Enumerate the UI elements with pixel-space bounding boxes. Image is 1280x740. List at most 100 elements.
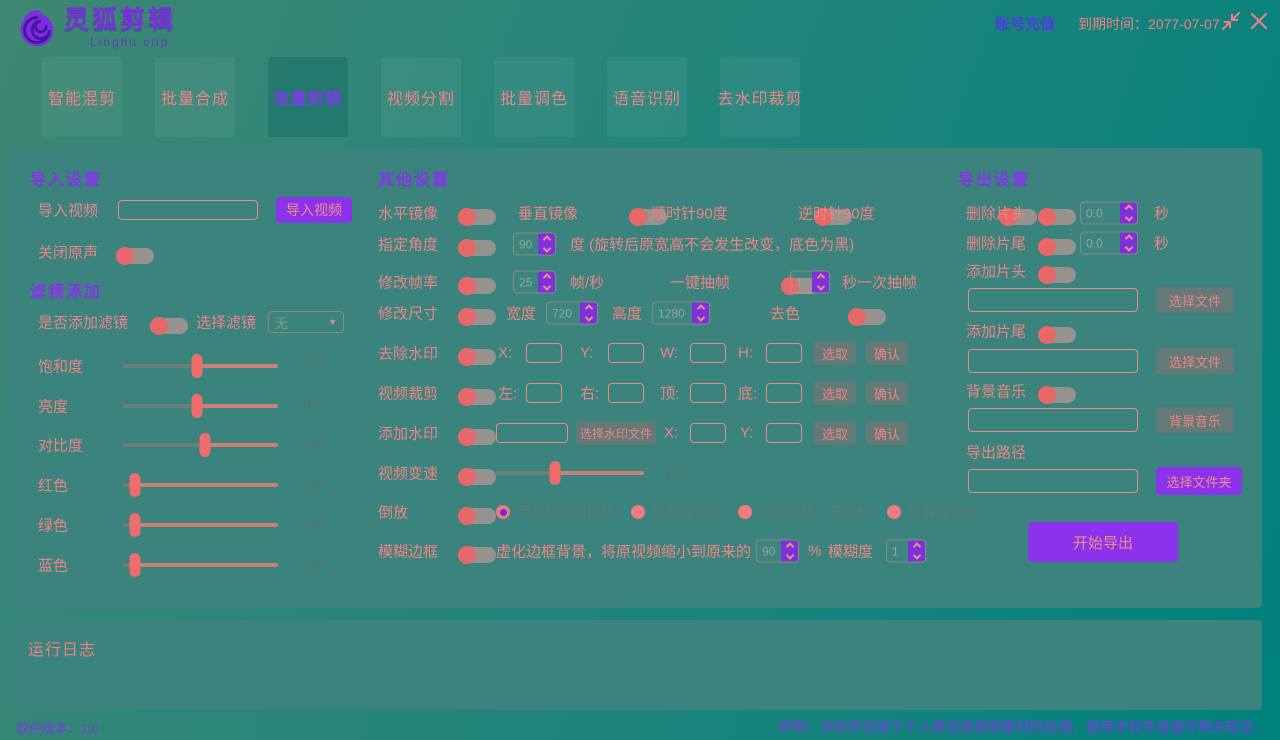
blue-slider[interactable] <box>123 553 278 577</box>
bgm-toggle[interactable] <box>1038 386 1076 404</box>
tab-batch-edit[interactable]: 批量剪辑 <box>268 57 348 137</box>
tab-smart-mix[interactable]: 智能混剪 <box>42 57 122 137</box>
angle-toggle[interactable] <box>458 239 496 257</box>
height-spinner[interactable]: 1280 <box>652 301 710 325</box>
export-path-input[interactable] <box>968 469 1138 493</box>
import-video-label: 导入视频 <box>38 202 99 220</box>
add-tail-choose-file-button[interactable]: 选择文件 <box>1156 348 1234 374</box>
add-head-toggle[interactable] <box>1038 266 1076 284</box>
add-wm-file-input[interactable] <box>496 423 568 443</box>
green-slider[interactable] <box>123 513 278 537</box>
remove-wm-x-input[interactable] <box>526 343 562 363</box>
add-tail-toggle[interactable] <box>1038 326 1076 344</box>
add-wm-y-input[interactable] <box>766 423 802 443</box>
spinner-arrows-icon[interactable] <box>580 302 597 324</box>
fps-spinner[interactable]: 25 <box>513 270 556 294</box>
start-export-button[interactable]: 开始导出 <box>1028 522 1178 562</box>
blur-level-spinner[interactable]: 1 <box>886 539 926 563</box>
spinner-arrows-icon[interactable] <box>692 302 709 324</box>
reverse-option-video-no-audio[interactable]: 视频倒放，无音频 <box>738 502 871 522</box>
resize-label: 修改尺寸 <box>378 305 439 323</box>
account-recharge-link[interactable]: 账号充值 <box>995 16 1056 33</box>
mute-toggle[interactable] <box>116 247 154 265</box>
rotate-cw-toggle[interactable] <box>814 208 852 226</box>
crop-left-input[interactable] <box>526 383 562 403</box>
width-spinner[interactable]: 720 <box>546 301 598 325</box>
import-video-button[interactable]: 导入视频 <box>276 197 352 223</box>
speed-toggle[interactable] <box>458 468 496 486</box>
tab-batch-color[interactable]: 批量调色 <box>494 57 574 137</box>
radio-icon[interactable] <box>631 505 645 519</box>
trim-tail-spinner[interactable]: 0.0 <box>1080 231 1138 255</box>
import-video-input[interactable] <box>118 200 258 220</box>
spinner-arrows-icon[interactable] <box>1120 202 1137 224</box>
remove-wm-pick-button[interactable]: 选取 <box>814 341 856 365</box>
blur-border-toggle[interactable] <box>458 546 496 564</box>
spinner-arrows-icon[interactable] <box>538 233 555 255</box>
remove-wm-y-input[interactable] <box>608 343 644 363</box>
choose-folder-button[interactable]: 选择文件夹 <box>1156 467 1242 495</box>
contrast-slider[interactable] <box>123 433 278 457</box>
rotate-ccw-toggle[interactable] <box>999 208 1037 226</box>
crop-toggle[interactable] <box>458 388 496 406</box>
add-wm-choose-file-button[interactable]: 选择水印文件 <box>576 421 656 445</box>
add-tail-label: 添加片尾 <box>966 323 1027 341</box>
saturation-slider[interactable] <box>123 354 278 378</box>
app-logo-icon <box>20 10 54 47</box>
reverse-option-video-only[interactable]: 仅视频倒放 <box>631 502 722 522</box>
bgm-choose-button[interactable]: 背景音乐 <box>1156 407 1234 433</box>
remove-wm-confirm-button[interactable]: 确认 <box>866 341 908 365</box>
remove-wm-h-input[interactable] <box>766 343 802 363</box>
reverse-option-av[interactable]: 音视频同时倒放 <box>496 502 615 522</box>
spinner-arrows-icon[interactable] <box>1120 232 1137 254</box>
trim-head-toggle[interactable] <box>1038 208 1076 226</box>
spinner-arrows-icon[interactable] <box>781 540 798 562</box>
grayscale-toggle[interactable] <box>848 308 886 326</box>
angle-spinner[interactable]: 90 <box>513 232 556 256</box>
close-icon[interactable] <box>1248 10 1270 32</box>
add-head-file-input[interactable] <box>968 288 1138 312</box>
export-path-row: 导出路径 <box>958 440 1258 464</box>
tab-speech-recognition[interactable]: 语音识别 <box>607 57 687 137</box>
radio-icon[interactable] <box>887 505 901 519</box>
resize-toggle[interactable] <box>458 308 496 326</box>
crop-top-input[interactable] <box>690 383 726 403</box>
crop-confirm-button[interactable]: 确认 <box>866 381 908 405</box>
mirror-v-toggle[interactable] <box>629 208 667 226</box>
blur-scale-spinner[interactable]: 90 <box>756 539 799 563</box>
add-wm-pick-button[interactable]: 选取 <box>814 421 856 445</box>
add-head-choose-file-button[interactable]: 选择文件 <box>1156 287 1234 313</box>
filter-select-dropdown[interactable]: 无 ▼ <box>268 311 344 333</box>
remove-wm-w-input[interactable] <box>690 343 726 363</box>
radio-selected-icon[interactable] <box>496 505 510 519</box>
reverse-option-audio-only[interactable]: 仅音频倒放 <box>887 502 978 522</box>
radio-icon[interactable] <box>738 505 752 519</box>
tab-watermark-crop[interactable]: 去水印裁剪 <box>718 57 802 137</box>
red-slider[interactable] <box>123 473 278 497</box>
crop-bottom-input[interactable] <box>766 383 802 403</box>
green-row: 绿色 1.0 <box>30 513 360 537</box>
bgm-file-input[interactable] <box>968 408 1138 432</box>
tab-video-split[interactable]: 视频分割 <box>381 57 461 137</box>
filter-enable-toggle[interactable] <box>150 317 188 335</box>
spinner-arrows-icon[interactable] <box>812 271 829 293</box>
spinner-arrows-icon[interactable] <box>538 271 555 293</box>
add-watermark-toggle[interactable] <box>458 428 496 446</box>
add-wm-x-input[interactable] <box>690 423 726 443</box>
mirror-h-toggle[interactable] <box>458 208 496 226</box>
brightness-slider[interactable] <box>123 394 278 418</box>
remove-watermark-toggle[interactable] <box>458 348 496 366</box>
crop-right-input[interactable] <box>608 383 644 403</box>
add-wm-confirm-button[interactable]: 确认 <box>866 421 908 445</box>
fps-toggle[interactable] <box>458 277 496 295</box>
spinner-arrows-icon[interactable] <box>908 540 925 562</box>
minimize-icon[interactable] <box>1220 10 1242 32</box>
trim-head-spinner[interactable]: 0.0 <box>1080 201 1138 225</box>
tab-batch-compose[interactable]: 批量合成 <box>155 57 235 137</box>
speed-slider[interactable] <box>496 461 644 485</box>
add-tail-file-input[interactable] <box>968 349 1138 373</box>
crop-pick-button[interactable]: 选取 <box>814 381 856 405</box>
reverse-toggle[interactable] <box>458 507 496 525</box>
trim-tail-toggle[interactable] <box>1038 238 1076 256</box>
extract-spinner[interactable]: 1 <box>790 270 830 294</box>
